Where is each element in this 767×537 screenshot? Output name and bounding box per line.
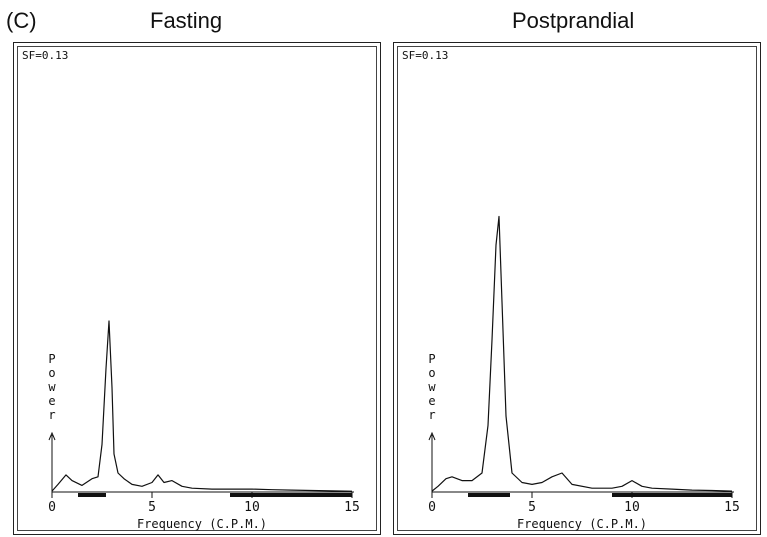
x-tick-label: 0 [428,500,436,515]
x-tick-label: 15 [724,500,740,515]
y-axis-label-char: o [48,366,55,380]
y-axis-arrow [48,431,56,441]
x-tick-label: 10 [244,500,260,515]
frequency-band-bar [230,493,352,497]
x-tick-label: 5 [528,500,536,515]
frequency-band-bar [612,493,732,497]
y-axis-label-char: e [428,394,435,408]
y-axis-arrow [428,431,436,441]
y-axis-label-char: r [48,408,55,422]
power-spectrum-line [431,215,733,492]
x-axis-label: Frequency (C.P.M.) [137,517,267,531]
chart-title-fasting: Fasting [150,8,223,33]
y-axis-label-char: w [428,380,436,394]
y-axis-label-char: w [48,380,56,394]
frequency-band-bar [78,493,106,497]
x-tick-label: 15 [344,500,360,515]
y-axis-label-char: o [428,366,435,380]
x-tick-label: 10 [624,500,640,515]
frequency-band-bar [468,493,510,497]
y-axis-label-char: e [48,394,55,408]
x-tick-label: 0 [48,500,56,515]
x-axis-label: Frequency (C.P.M.) [517,517,647,531]
sf-annotation: SF=0.13 [22,49,69,62]
sf-annotation: SF=0.13 [402,49,449,62]
power-spectrum-line [51,320,353,492]
panel-letter: (C) [6,8,37,33]
x-tick-label: 5 [148,500,156,515]
chart-title-postprandial: Postprandial [512,8,635,33]
y-axis-label-char: r [428,408,435,422]
y-axis-label-char: P [48,352,55,366]
y-axis-label-char: P [428,352,435,366]
